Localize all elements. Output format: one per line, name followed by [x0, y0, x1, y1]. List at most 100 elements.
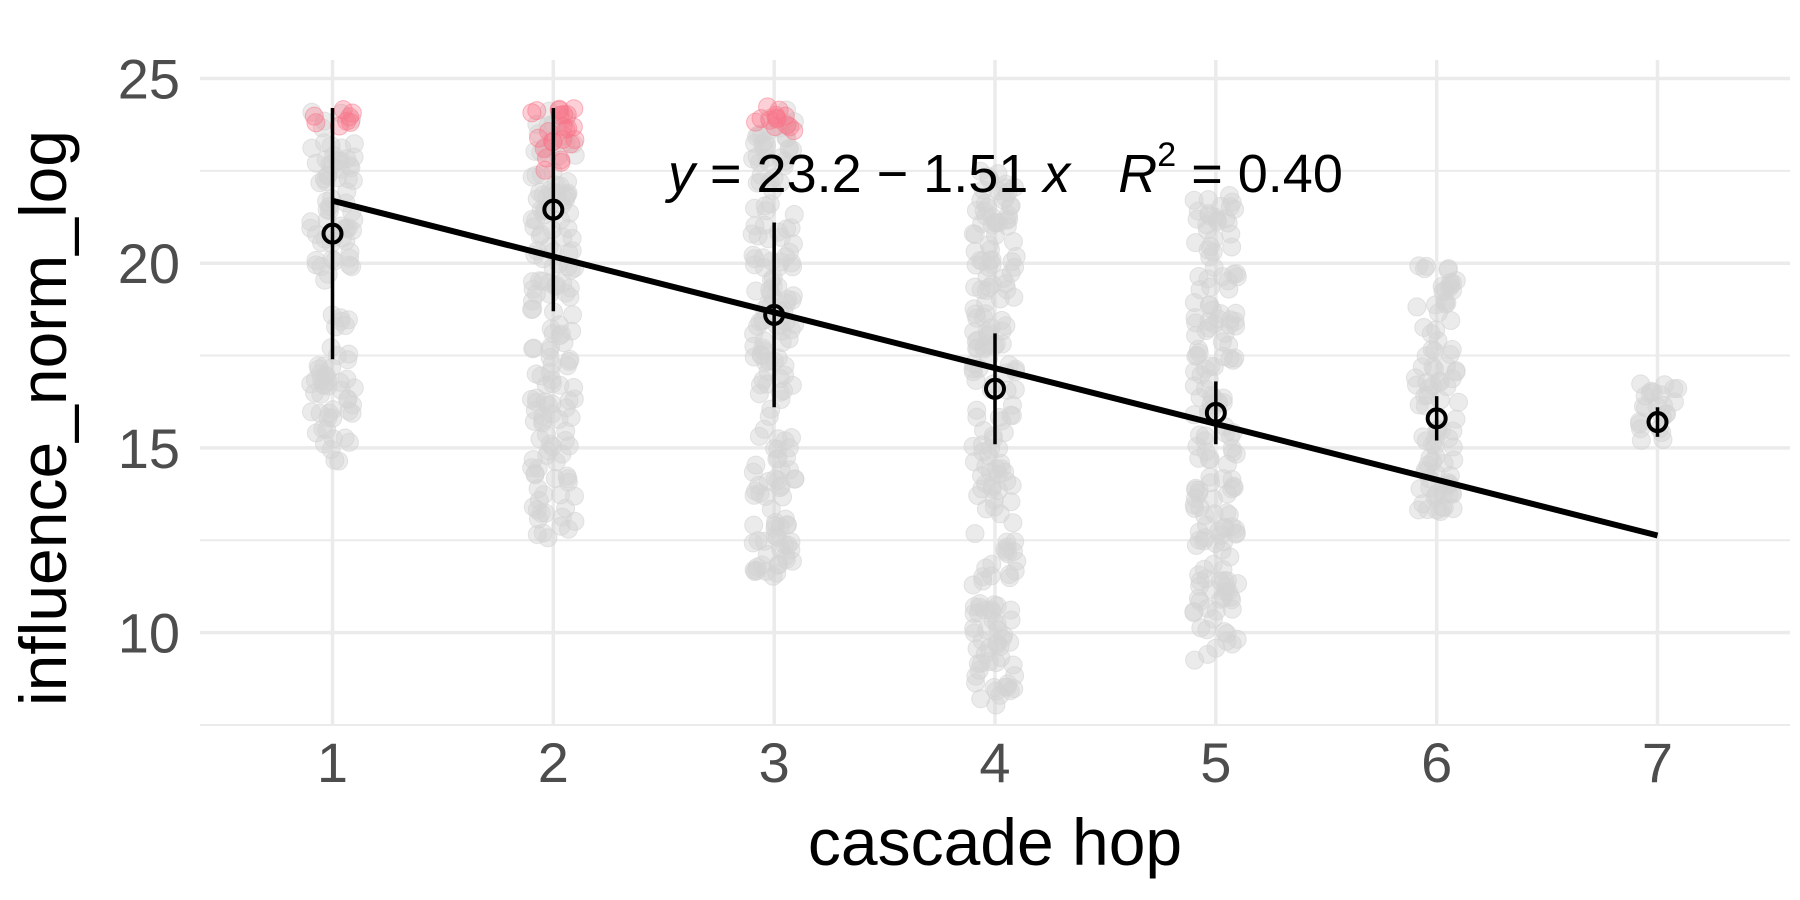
data-point	[524, 340, 542, 358]
x-axis-title: cascade hop	[808, 805, 1182, 879]
data-point	[539, 529, 557, 547]
data-point	[1665, 380, 1683, 398]
data-point	[319, 377, 337, 395]
data-point	[973, 215, 991, 233]
data-point	[965, 624, 983, 642]
data-point	[1226, 312, 1244, 330]
data-point	[1214, 561, 1232, 579]
data-point	[984, 427, 1002, 445]
data-point	[1447, 362, 1465, 380]
data-point	[528, 389, 546, 407]
y-tick-label: 20	[118, 232, 180, 295]
data-point	[1445, 451, 1463, 469]
data-point	[974, 568, 992, 586]
data-point	[1408, 298, 1426, 316]
highlight-point	[562, 135, 580, 153]
data-point	[1008, 552, 1026, 570]
data-point	[324, 430, 342, 448]
data-point	[1427, 321, 1445, 339]
data-point	[1450, 393, 1468, 411]
data-point	[1191, 426, 1209, 444]
data-point	[997, 275, 1015, 293]
data-point	[965, 300, 983, 318]
data-point	[998, 217, 1016, 235]
data-point	[997, 317, 1015, 335]
data-point	[1206, 208, 1224, 226]
data-point	[1439, 261, 1457, 279]
data-point	[1006, 667, 1024, 685]
data-point	[1223, 591, 1241, 609]
data-point	[1187, 481, 1205, 499]
y-tick-label: 10	[118, 602, 180, 665]
data-point	[561, 350, 579, 368]
data-point	[1227, 265, 1245, 283]
data-point	[561, 279, 579, 297]
data-point	[319, 265, 337, 283]
data-point	[1423, 340, 1441, 358]
y-axis-title: influence_norm_log	[6, 130, 80, 706]
x-tick-label: 2	[538, 731, 569, 794]
data-point	[523, 292, 541, 310]
data-point	[1435, 499, 1453, 517]
data-point	[744, 534, 762, 552]
data-point	[754, 339, 772, 357]
equation-y-symbol: y	[664, 144, 698, 204]
data-point	[1198, 599, 1216, 617]
x-tick-label: 5	[1200, 731, 1231, 794]
data-point	[766, 514, 784, 532]
equation-fit: = 23.2 − 1.51	[695, 144, 1043, 204]
data-point	[1228, 630, 1246, 648]
data-point	[1200, 451, 1218, 469]
data-point	[1220, 336, 1238, 354]
data-point	[1003, 253, 1021, 271]
data-point	[965, 323, 983, 341]
data-point	[964, 437, 982, 455]
data-point	[763, 252, 781, 270]
data-point	[972, 690, 990, 708]
data-point	[1413, 358, 1431, 376]
x-tick-label: 3	[759, 731, 790, 794]
data-point	[558, 467, 576, 485]
data-point	[1441, 346, 1459, 364]
data-point	[1420, 379, 1438, 397]
data-point	[967, 256, 985, 274]
data-point	[750, 427, 768, 445]
data-point	[1186, 309, 1204, 327]
data-point	[564, 306, 582, 324]
data-point	[1186, 651, 1204, 669]
data-point	[766, 440, 784, 458]
data-point	[972, 654, 990, 672]
highlight-point	[528, 102, 546, 120]
data-point	[1191, 388, 1209, 406]
x-tick-label: 7	[1642, 731, 1673, 794]
data-point	[745, 561, 763, 579]
regression-equation: y = 23.2 − 1.51 x R2 = 0.40	[664, 136, 1343, 204]
data-point	[751, 376, 769, 394]
data-point	[746, 256, 764, 274]
highlight-point	[766, 118, 784, 136]
data-point	[985, 498, 1003, 516]
data-point	[1187, 234, 1205, 252]
equation-r-value: = 0.40	[1176, 144, 1343, 204]
data-point	[1190, 566, 1208, 584]
data-point	[768, 564, 786, 582]
data-point	[783, 376, 801, 394]
x-tick-label: 6	[1421, 731, 1452, 794]
data-point	[759, 473, 777, 491]
y-tick-label: 15	[118, 417, 180, 480]
data-point	[772, 540, 790, 558]
data-point	[532, 225, 550, 243]
data-point	[324, 401, 342, 419]
highlight-point	[307, 114, 325, 132]
data-point	[983, 256, 1001, 274]
data-point	[538, 446, 556, 464]
data-point	[1632, 375, 1650, 393]
data-point	[1224, 443, 1242, 461]
data-point	[1213, 541, 1231, 559]
highlight-point	[341, 113, 359, 131]
equation-r-exponent: 2	[1157, 136, 1176, 174]
data-point	[341, 243, 359, 261]
data-point	[1003, 476, 1021, 494]
highlight-point	[770, 101, 788, 119]
